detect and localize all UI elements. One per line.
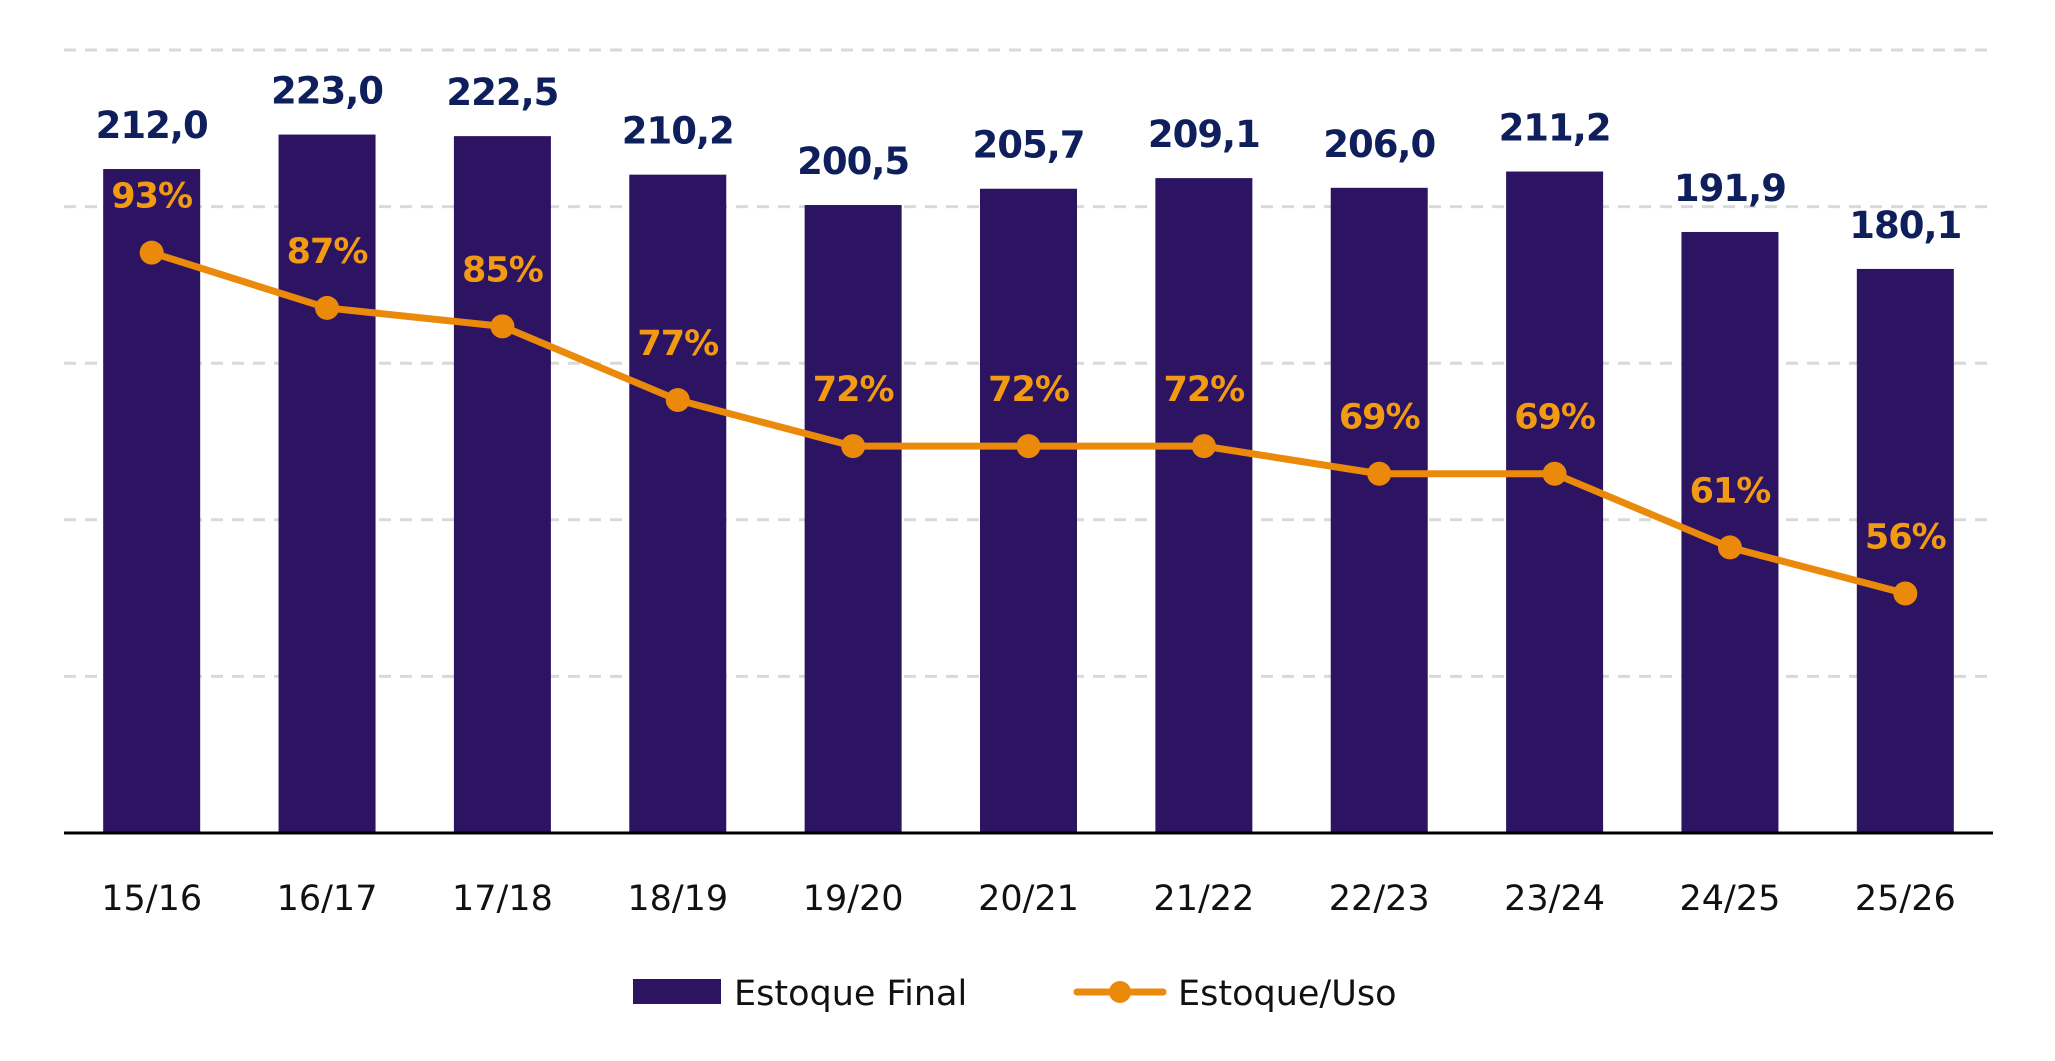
line-value-labels: 93% 87% 85% 77% 72% 72% 72% 69% 69% 61% 56% [111,177,1946,558]
line-marker [1717,535,1742,560]
x-tick-label: 20/21 [978,879,1079,919]
bar-value-label: 223,0 [271,70,383,113]
bar-value-label: 205,7 [972,124,1084,167]
x-tick-label: 25/26 [1855,879,1956,919]
line-marker [1367,461,1392,486]
x-tick-label: 23/24 [1504,879,1605,919]
line-value-label: 77% [637,324,718,364]
x-tick-label: 19/20 [803,879,904,919]
x-tick-label: 24/25 [1680,879,1781,919]
line-marker [315,295,340,320]
line-value-label: 56% [1865,517,1946,557]
bar [103,169,201,834]
line-marker [1016,434,1041,459]
x-tick-label: 15/16 [101,879,202,919]
legend-label-estoque-uso: Estoque/Uso [1178,974,1396,1014]
bar-value-label: 222,5 [446,71,558,114]
line-value-label: 93% [111,177,192,217]
bar-series-estoque-final [103,134,1954,834]
bar [980,188,1077,833]
x-tick-label: 21/22 [1153,879,1254,919]
bar-value-label: 180,1 [1849,204,1961,247]
bar-value-label: 206,0 [1323,123,1435,166]
bar [1856,268,1954,834]
line-value-label: 87% [287,232,368,272]
bar [453,136,551,833]
bar-value-labels: 212,0 223,0 222,5 210,2 200,5 205,7 209,1 206,0… [96,70,1963,247]
bar-value-label: 211,2 [1499,107,1611,150]
line-value-label: 69% [1514,398,1595,438]
line-series-estoque-uso [139,240,1918,606]
x-tick-label: 18/19 [627,879,728,919]
legend: Estoque Final Estoque/Uso [633,974,1396,1014]
line-value-label: 72% [813,370,894,410]
x-tick-label: 22/23 [1329,879,1430,919]
x-tick-label: 16/17 [277,879,378,919]
x-tick-label: 17/18 [452,879,553,919]
line-value-label: 61% [1690,471,1771,511]
legend-marker-icon [1109,981,1131,1003]
bar [804,205,902,833]
line-marker [841,434,866,459]
bar [1155,178,1253,833]
x-tick-labels: 15/16 16/17 17/18 18/19 19/20 20/21 21/22 22/23… [101,879,1956,919]
bar-value-label: 210,2 [622,110,734,153]
legend-swatch-bar-icon [633,979,721,1004]
line-value-label: 69% [1339,398,1420,438]
line-value-label: 72% [1163,370,1244,410]
bar [1506,171,1604,833]
bar-value-label: 212,0 [96,104,208,147]
bar [1330,187,1428,834]
legend-label-estoque-final: Estoque Final [734,974,967,1014]
line-marker [665,388,690,413]
bar [278,134,376,834]
line-marker [490,314,515,339]
bar-value-label: 191,9 [1674,167,1786,210]
line-marker [1893,581,1918,606]
bar-value-label: 200,5 [797,140,909,183]
legend-item-estoque-final[interactable]: Estoque Final [633,974,967,1014]
bar [629,174,727,834]
line-marker [1542,461,1567,486]
line-marker [1191,434,1216,459]
bar-value-label: 209,1 [1148,113,1260,156]
line-marker [139,240,164,265]
line-value-label: 85% [462,250,543,290]
line-value-label: 72% [988,370,1069,410]
legend-item-estoque-uso[interactable]: Estoque/Uso [1073,974,1396,1014]
